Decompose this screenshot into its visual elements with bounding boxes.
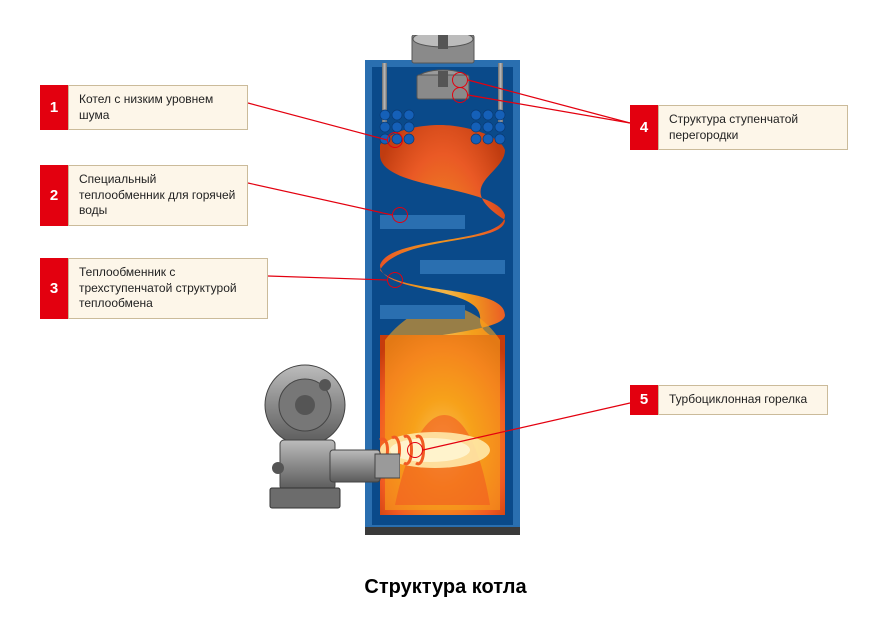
annotation-text: Теплообменник с трехступенчатой структур… — [68, 258, 268, 319]
annotation-3: 3Теплообменник с трехступенчатой структу… — [40, 258, 268, 319]
annotation-number: 1 — [40, 85, 68, 130]
annotation-text: Специальный теплообменник для горячей во… — [68, 165, 248, 226]
pointer-circle — [407, 442, 423, 458]
pointer-circle — [387, 272, 403, 288]
annotation-text: Структура ступенчатой перегородки — [658, 105, 848, 150]
annotation-number: 3 — [40, 258, 68, 319]
pointer-circle — [392, 207, 408, 223]
annotation-1: 1Котел с низким уровнем шума — [40, 85, 248, 130]
annotation-4: 4Структура ступенчатой перегородки — [630, 105, 848, 150]
annotation-2: 2Специальный теплообменник для горячей в… — [40, 165, 248, 226]
annotation-number: 2 — [40, 165, 68, 226]
annotation-text: Турбоциклонная горелка — [658, 385, 828, 415]
annotation-number: 5 — [630, 385, 658, 415]
pointer-circle — [452, 87, 468, 103]
pointer-circle — [387, 132, 403, 148]
annotation-number: 4 — [630, 105, 658, 150]
diagram-title: Структура котла — [0, 576, 891, 599]
burner-assembly — [260, 360, 380, 510]
annotation-5: 5Турбоциклонная горелка — [630, 385, 828, 415]
annotation-text: Котел с низким уровнем шума — [68, 85, 248, 130]
pointer-circle — [452, 72, 468, 88]
boiler-structure-diagram: Структура котла 1Котел с низким уровнем … — [0, 0, 891, 617]
